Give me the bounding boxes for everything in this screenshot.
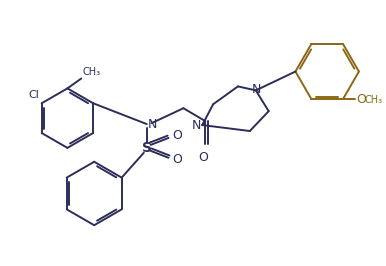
Text: CH₃: CH₃: [365, 95, 383, 105]
Text: S: S: [142, 141, 152, 155]
Text: N: N: [252, 83, 261, 96]
Text: O: O: [356, 93, 366, 106]
Text: O: O: [173, 153, 183, 166]
Text: O: O: [173, 130, 183, 143]
Text: N: N: [148, 118, 157, 131]
Text: CH₃: CH₃: [82, 68, 100, 77]
Text: N: N: [192, 119, 201, 132]
Text: O: O: [198, 151, 208, 164]
Text: Cl: Cl: [29, 90, 40, 100]
